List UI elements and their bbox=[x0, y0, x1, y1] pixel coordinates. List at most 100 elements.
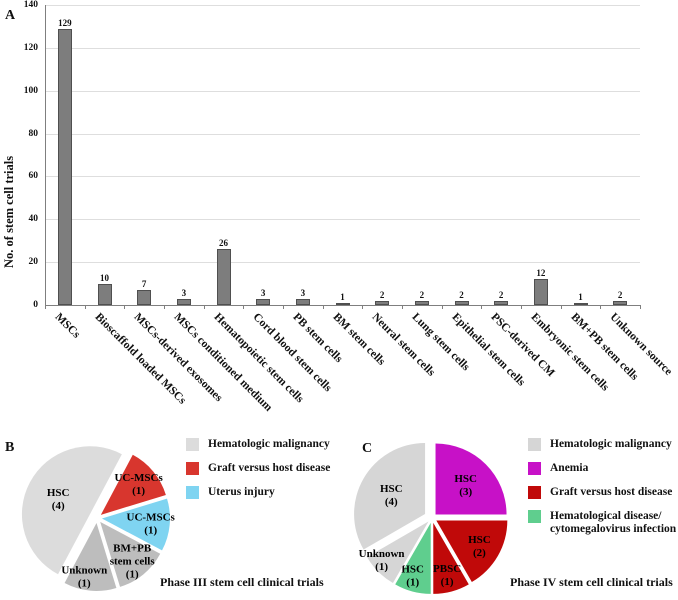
pie-slice bbox=[100, 454, 166, 515]
legend-swatch bbox=[186, 438, 199, 451]
bar bbox=[613, 300, 628, 305]
gridline bbox=[46, 133, 640, 135]
y-tick-label: 80 bbox=[28, 128, 39, 139]
pie-slice bbox=[435, 443, 507, 515]
y-tick-label: 40 bbox=[28, 214, 39, 225]
bar-value-label: 2 bbox=[498, 289, 504, 300]
legend-item: Hematological disease/cytomegalovirus in… bbox=[528, 510, 676, 536]
phase4-pie-chart: HSC (3) HSC (2) PBSC (1) HSC (1)Unknown (1) HSC (4… bbox=[354, 443, 508, 594]
x-category-label: BM+PB stem cells bbox=[568, 311, 640, 383]
y-tick-label: 20 bbox=[28, 257, 39, 268]
legend-item: Hematologic malignancy bbox=[528, 438, 676, 451]
bar-value-label: 3 bbox=[300, 287, 306, 298]
y-tick-label: 140 bbox=[23, 0, 38, 10]
x-axis-tick bbox=[640, 306, 641, 309]
x-axis-tick bbox=[441, 306, 443, 309]
x-axis-tick bbox=[322, 306, 324, 309]
legend-label: Graft versus host disease bbox=[550, 486, 673, 498]
y-tick-label: 60 bbox=[28, 171, 39, 182]
x-axis-tick bbox=[124, 306, 126, 309]
x-category-label: Cord blood stem cells bbox=[250, 311, 334, 395]
pie-slice-label: BM+PB stem cells (1) bbox=[110, 543, 156, 581]
bar bbox=[414, 300, 429, 305]
panel-a-letter: A bbox=[5, 8, 16, 23]
bar-value-label: 1 bbox=[578, 291, 583, 302]
bar-value-label: 7 bbox=[141, 279, 147, 289]
bar-value-label: 26 bbox=[219, 238, 228, 249]
bar-value-label: 2 bbox=[459, 289, 464, 300]
phase3-pie-chart: UC-MSCs (1) UC-MSCs (1) BM+PB stem cells (1)Un… bbox=[21, 446, 176, 591]
pie-slice bbox=[366, 521, 429, 584]
x-axis-tick bbox=[84, 306, 86, 309]
x-axis-tick bbox=[45, 306, 46, 309]
gridline bbox=[46, 5, 640, 6]
pie-slice bbox=[21, 446, 122, 575]
y-tick-label: 0 bbox=[33, 300, 38, 310]
legend-item: Graft versus host disease bbox=[528, 486, 676, 499]
bar-value-label: 3 bbox=[260, 287, 266, 298]
pie-slice-label: Unknown (1) bbox=[61, 565, 107, 590]
gridline bbox=[46, 219, 640, 221]
gridline bbox=[46, 90, 640, 92]
pie-slice bbox=[436, 520, 508, 582]
pie-slice-label: UC-MSCs (1) bbox=[114, 472, 163, 497]
x-axis-tick bbox=[203, 306, 205, 309]
pie-slice bbox=[354, 443, 426, 550]
legend-label: Uterus injury bbox=[208, 486, 275, 498]
pie-slice bbox=[64, 522, 117, 591]
bar bbox=[216, 249, 231, 305]
gridline bbox=[46, 176, 640, 178]
legend-item: Graft versus host disease bbox=[186, 462, 330, 475]
legend-swatch bbox=[186, 462, 199, 475]
x-axis-line bbox=[45, 305, 641, 306]
bar-value-label: 1 bbox=[340, 291, 345, 302]
pie-slice-label: UC-MSCs (1) bbox=[127, 512, 176, 537]
x-category-label: Embryonic stem cells bbox=[528, 311, 611, 394]
bar bbox=[454, 300, 469, 305]
y-tick-label: 120 bbox=[23, 42, 38, 53]
x-axis-tick bbox=[362, 306, 364, 309]
legend-swatch bbox=[186, 486, 199, 499]
x-axis-tick bbox=[600, 306, 602, 309]
legend-label: Hematologic malignancy bbox=[550, 438, 672, 450]
x-axis-tick bbox=[243, 306, 245, 309]
x-category-label: MSCs bbox=[52, 311, 83, 341]
bar-value-label: 3 bbox=[181, 287, 187, 298]
bar-value-label: 129 bbox=[58, 17, 72, 28]
bar bbox=[335, 302, 350, 305]
phase4-caption: Phase IV stem cell clinical trials bbox=[510, 575, 673, 589]
pie-slice-label: Unknown (1) bbox=[359, 548, 405, 573]
bar bbox=[137, 290, 152, 305]
bar bbox=[375, 300, 390, 305]
legend-label: Anemia bbox=[550, 462, 589, 474]
phase4-legend: Hematologic malignancy Anemia Graft versus… bbox=[528, 438, 676, 547]
bar-value-label: 2 bbox=[419, 289, 425, 300]
y-axis-line bbox=[45, 5, 46, 306]
pie-slice-label: HSC (4) bbox=[47, 487, 70, 512]
pie-slice bbox=[100, 521, 161, 587]
legend-label: Hematological disease/cytomegalovirus in… bbox=[550, 510, 677, 535]
phase3-legend: Hematologic malignancy Graft versus host … bbox=[186, 438, 330, 510]
pie-slice-label: HSC (2) bbox=[468, 534, 491, 559]
bar bbox=[176, 298, 191, 305]
phase3-caption: Phase III stem cell clinical trials bbox=[160, 575, 324, 589]
legend-label: Hematologic malignancy bbox=[208, 438, 330, 450]
gridline bbox=[46, 47, 640, 49]
bar bbox=[295, 298, 310, 305]
bar bbox=[57, 28, 72, 305]
legend-swatch bbox=[528, 462, 541, 475]
y-tick-label: 100 bbox=[23, 85, 38, 96]
x-axis-tick bbox=[521, 306, 522, 309]
pie-slice bbox=[101, 498, 170, 551]
legend-item: Anemia bbox=[528, 462, 676, 475]
pie-slice-label: HSC (4) bbox=[380, 483, 403, 508]
bar bbox=[494, 300, 509, 305]
legend-item: Uterus injury bbox=[186, 486, 330, 499]
pie-slice-label: HSC (3) bbox=[454, 473, 477, 498]
legend-swatch bbox=[528, 510, 541, 523]
bar-value-label: 12 bbox=[536, 268, 546, 279]
bar-value-label: 2 bbox=[379, 289, 385, 300]
legend-swatch bbox=[528, 486, 541, 499]
pie-slice bbox=[433, 522, 469, 594]
pie-slice-label: PBSC (1) bbox=[433, 563, 461, 588]
